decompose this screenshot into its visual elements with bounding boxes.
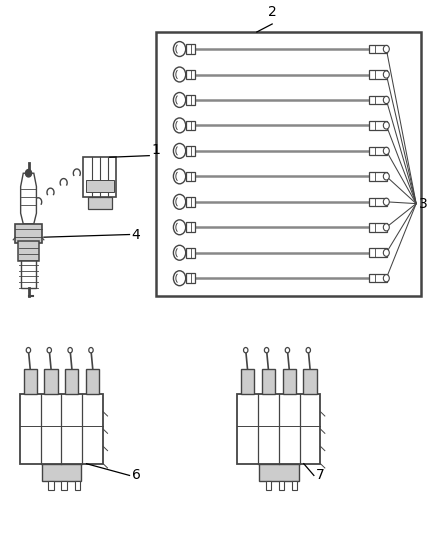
Bar [88, 197, 112, 209]
Bar [278, 481, 283, 490]
Circle shape [382, 274, 389, 282]
Bar [185, 222, 195, 232]
Bar [368, 248, 386, 257]
Bar [24, 369, 37, 394]
Bar [185, 95, 195, 105]
Circle shape [285, 348, 289, 353]
Circle shape [173, 271, 185, 286]
Bar [85, 180, 114, 192]
Polygon shape [21, 173, 36, 224]
Circle shape [382, 96, 389, 103]
Bar [20, 394, 103, 464]
Circle shape [382, 122, 389, 129]
Bar [240, 369, 254, 394]
Circle shape [47, 348, 51, 353]
Bar [368, 198, 386, 206]
Bar [368, 223, 386, 231]
Bar [185, 273, 195, 283]
Circle shape [305, 348, 310, 353]
Text: 6: 6 [131, 469, 140, 482]
Circle shape [173, 169, 185, 184]
Bar [18, 241, 39, 261]
Circle shape [382, 249, 389, 256]
Bar [303, 369, 316, 394]
Text: 2: 2 [267, 5, 276, 19]
Text: 7: 7 [315, 469, 324, 482]
Circle shape [68, 348, 72, 353]
Bar [368, 274, 386, 282]
Bar [21, 243, 36, 288]
Bar [185, 146, 195, 156]
Bar [185, 120, 195, 130]
Bar [48, 481, 53, 490]
Bar [185, 172, 195, 181]
Bar [261, 369, 274, 394]
Circle shape [173, 220, 185, 235]
Bar [368, 96, 386, 104]
Bar [185, 197, 195, 207]
Circle shape [264, 348, 268, 353]
Bar [368, 70, 386, 79]
Bar [42, 464, 81, 481]
Circle shape [173, 118, 185, 133]
Circle shape [26, 348, 31, 353]
Bar [185, 248, 195, 257]
Circle shape [25, 169, 32, 177]
Circle shape [382, 71, 389, 78]
Circle shape [243, 348, 247, 353]
Circle shape [382, 224, 389, 231]
Bar [185, 44, 195, 54]
Circle shape [173, 195, 185, 209]
Bar [155, 32, 420, 296]
Bar [185, 70, 195, 79]
Bar [265, 481, 270, 490]
Circle shape [88, 348, 93, 353]
Circle shape [173, 143, 185, 158]
Bar [15, 224, 42, 243]
Circle shape [382, 173, 389, 180]
Bar [65, 369, 78, 394]
Bar [368, 121, 386, 130]
Circle shape [173, 67, 185, 82]
Circle shape [382, 147, 389, 155]
Text: 4: 4 [131, 228, 140, 241]
Circle shape [382, 198, 389, 205]
Bar [368, 147, 386, 155]
Bar [86, 369, 99, 394]
Circle shape [173, 245, 185, 260]
Bar [61, 481, 67, 490]
Bar [83, 157, 116, 197]
Bar [237, 394, 320, 464]
Bar [258, 464, 298, 481]
Bar [291, 481, 297, 490]
Bar [282, 369, 295, 394]
Circle shape [173, 93, 185, 108]
Text: 1: 1 [151, 143, 160, 157]
Bar [368, 45, 386, 53]
Circle shape [382, 45, 389, 53]
Bar [74, 481, 80, 490]
Bar [368, 172, 386, 181]
Circle shape [173, 42, 185, 56]
Text: 3: 3 [418, 197, 427, 211]
Bar [44, 369, 57, 394]
